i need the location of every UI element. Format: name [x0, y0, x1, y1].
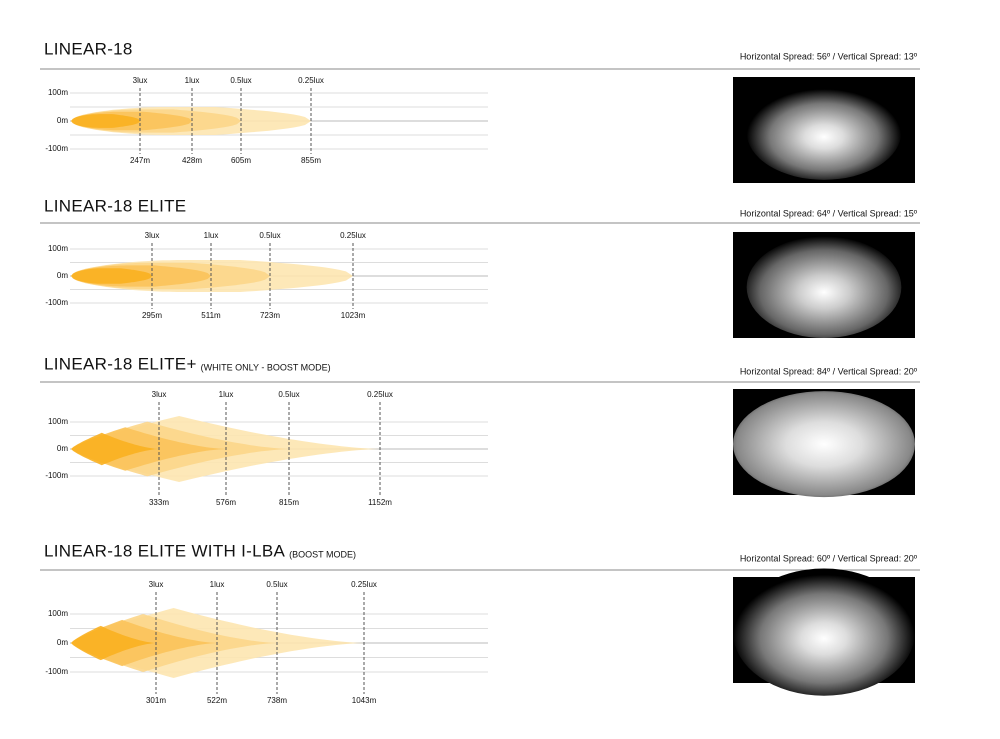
distance-label: 333m	[149, 498, 169, 507]
distance-label: 522m	[207, 696, 227, 705]
section: LINEAR-18 ELITE Horizontal Spread: 64º / …	[40, 196, 920, 338]
lux-label: 0.5lux	[278, 390, 299, 399]
y-label: 0m	[57, 116, 68, 125]
section-subtitle: (WHITE ONLY - BOOST MODE)	[201, 362, 331, 372]
y-label: 0m	[57, 444, 68, 453]
distance-label: 1043m	[352, 696, 377, 705]
spread: Horizontal Spread: 64º / Vertical Spread…	[740, 208, 918, 218]
y-label: -100m	[45, 471, 68, 480]
distance-label: 723m	[260, 311, 280, 320]
lux-label: 0.25lux	[340, 231, 366, 240]
lux-label: 0.25lux	[298, 76, 324, 85]
distance-label: 738m	[267, 696, 287, 705]
y-label: -100m	[45, 667, 68, 676]
lux-label: 0.5lux	[266, 580, 287, 589]
section: LINEAR-18 ELITE+ (WHITE ONLY - BOOST MODE…	[40, 354, 920, 507]
beam-layer	[71, 114, 140, 128]
distance-label: 301m	[146, 696, 166, 705]
y-label: -100m	[45, 298, 68, 307]
beam-layer	[71, 432, 159, 466]
lux-label: 1lux	[185, 76, 200, 85]
distance-label: 815m	[279, 498, 299, 507]
section-title: LINEAR-18 ELITE WITH I-LBA	[44, 541, 285, 560]
lux-label: 0.25lux	[367, 390, 393, 399]
y-label: 100m	[48, 244, 68, 253]
section-title: LINEAR-18	[44, 39, 133, 58]
distance-label: 295m	[142, 311, 162, 320]
section-title: LINEAR-18 ELITE+	[44, 354, 197, 373]
y-label: 100m	[48, 609, 68, 618]
lux-label: 3lux	[152, 390, 167, 399]
section-title: LINEAR-18 ELITE	[44, 196, 186, 215]
lux-label: 0.5lux	[230, 76, 251, 85]
lux-label: 3lux	[133, 76, 148, 85]
lux-label: 0.25lux	[351, 580, 377, 589]
lux-label: 0.5lux	[259, 231, 280, 240]
distance-label: 428m	[182, 156, 202, 165]
y-label: 100m	[48, 88, 68, 97]
beam-glow	[746, 84, 902, 180]
section: LINEAR-18 ELITE WITH I-LBA (BOOST MODE) Ho…	[40, 541, 920, 705]
beam-glow	[733, 391, 915, 498]
distance-label: 1152m	[368, 498, 392, 507]
distance-label: 247m	[130, 156, 150, 165]
lux-label: 1lux	[219, 390, 234, 399]
y-label: -100m	[45, 144, 68, 153]
y-label: 0m	[57, 638, 68, 647]
beam-glow	[746, 236, 902, 338]
spread: Horizontal Spread: 84º / Vertical Spread…	[740, 366, 918, 376]
beam-glow	[733, 568, 915, 696]
lux-label: 1lux	[204, 231, 219, 240]
spread: Horizontal Spread: 60º / Vertical Spread…	[740, 553, 918, 563]
section-subtitle: (BOOST MODE)	[289, 549, 356, 559]
beam-layer	[71, 625, 156, 661]
distance-label: 605m	[231, 156, 251, 165]
distance-label: 1023m	[341, 311, 366, 320]
distance-label: 576m	[216, 498, 236, 507]
distance-label: 855m	[301, 156, 321, 165]
section: LINEAR-18 Horizontal Spread: 56º / Vertic…	[40, 39, 920, 183]
lux-label: 1lux	[210, 580, 225, 589]
beam-layer	[71, 268, 152, 284]
lux-label: 3lux	[145, 231, 160, 240]
distance-label: 511m	[201, 311, 221, 320]
y-label: 100m	[48, 417, 68, 426]
lux-label: 3lux	[149, 580, 164, 589]
y-label: 0m	[57, 271, 68, 280]
spread: Horizontal Spread: 56º / Vertical Spread…	[740, 51, 918, 61]
